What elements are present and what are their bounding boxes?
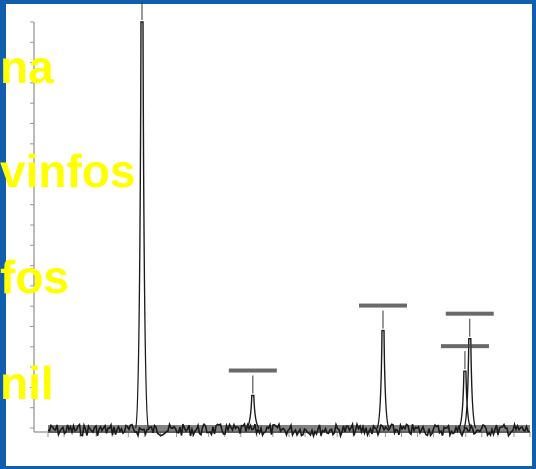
overlay-label-3: fos xyxy=(0,251,69,303)
peak-label-5 xyxy=(445,311,494,316)
peak-label-4 xyxy=(440,344,489,349)
peak-labels xyxy=(141,2,494,394)
overlay-label-1: na xyxy=(0,41,54,93)
peak-2 xyxy=(246,394,260,429)
peak-1 xyxy=(134,21,150,429)
chromatogram-traces xyxy=(47,21,530,439)
baseline-band xyxy=(48,425,530,433)
overlay-label-4: nil xyxy=(0,357,54,409)
plot-background xyxy=(6,4,532,466)
peak-5 xyxy=(463,338,477,429)
peak-4 xyxy=(458,370,472,429)
peak-label-2 xyxy=(228,368,277,373)
peak-3 xyxy=(376,329,390,429)
peak-label-3 xyxy=(358,303,407,308)
overlay-label-2: vinfos xyxy=(0,145,136,197)
